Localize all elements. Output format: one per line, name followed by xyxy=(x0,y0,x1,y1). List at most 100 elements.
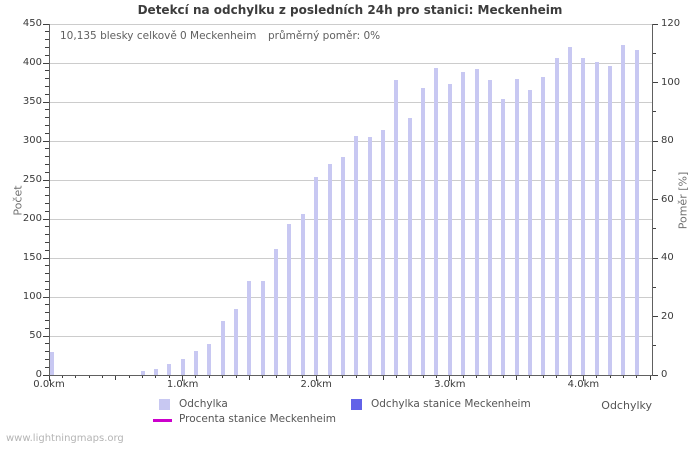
annotation-total-strikes: 10,135 blesky celkově xyxy=(60,30,177,42)
left-axis-tick xyxy=(43,296,49,298)
x-axis-tick xyxy=(449,375,451,381)
left-axis-tick xyxy=(45,132,49,134)
left-axis-tick xyxy=(43,335,49,337)
left-axis-tick xyxy=(45,366,49,368)
gridline xyxy=(49,62,652,64)
left-axis-tick xyxy=(45,187,49,189)
x-axis-tick xyxy=(596,375,598,378)
left-axis-tick-label: 200 xyxy=(22,213,42,224)
left-axis-tick xyxy=(45,202,49,204)
x-axis-line xyxy=(49,375,653,376)
y-axis-line-right xyxy=(652,24,653,376)
gridline xyxy=(49,257,652,259)
x-axis-tick-label: 0.0km xyxy=(33,379,65,390)
x-axis-tick xyxy=(329,375,331,378)
left-axis-tick xyxy=(45,210,49,212)
left-axis-tick-label: 450 xyxy=(22,18,42,29)
bar xyxy=(287,223,292,375)
y-axis-line-left xyxy=(49,24,50,376)
bar xyxy=(274,249,279,375)
x-axis-tick xyxy=(502,375,504,378)
left-axis-tick xyxy=(45,319,49,321)
x-axis-tick xyxy=(48,375,50,381)
left-axis-tick xyxy=(45,273,49,275)
right-axis-tick xyxy=(652,82,658,83)
right-axis-tick-label: 40 xyxy=(661,252,674,263)
right-axis-tick-label: 120 xyxy=(661,18,681,29)
x-axis-tick xyxy=(195,375,197,378)
left-axis-tick xyxy=(45,39,49,41)
chart-title: Detekcí na odchylku z posledních 24h pro… xyxy=(137,3,563,17)
left-axis-tick xyxy=(45,163,49,165)
x-axis-tick xyxy=(369,375,371,378)
left-axis-tick-label: 150 xyxy=(22,252,42,263)
bar xyxy=(514,79,519,375)
left-axis-tick xyxy=(45,195,49,197)
right-axis-tick-label: 60 xyxy=(661,193,674,205)
bar xyxy=(153,368,158,375)
x-axis-tick xyxy=(275,375,277,378)
right-axis-tick xyxy=(652,228,656,230)
left-axis-tick xyxy=(45,304,49,306)
left-axis-tick-label: 100 xyxy=(22,291,42,302)
gridline xyxy=(49,335,652,337)
right-axis-tick xyxy=(652,286,656,288)
right-axis-tick xyxy=(652,140,658,142)
left-axis-tick xyxy=(45,351,49,353)
gridline xyxy=(49,218,652,220)
left-axis-tick xyxy=(45,31,49,33)
gridline xyxy=(49,140,652,142)
right-axis-tick xyxy=(652,52,656,54)
left-axis-tick xyxy=(45,124,49,126)
left-axis-tick xyxy=(45,85,49,87)
x-axis-tick xyxy=(208,375,210,378)
right-axis-tick xyxy=(652,345,656,347)
right-axis-tick-label: 80 xyxy=(661,135,674,146)
left-axis-tick xyxy=(45,156,49,158)
right-axis-tick xyxy=(652,374,658,376)
x-axis-tick xyxy=(155,375,157,378)
x-axis-tick xyxy=(582,375,584,381)
x-axis-tick xyxy=(248,375,250,380)
left-axis-tick xyxy=(45,109,49,111)
x-axis-tick xyxy=(516,375,518,380)
left-axis-tick xyxy=(45,327,49,329)
x-axis-tick xyxy=(355,375,357,378)
gridline xyxy=(49,23,652,25)
x-axis-tick xyxy=(342,375,344,378)
bar xyxy=(421,87,426,375)
bar xyxy=(167,364,172,375)
bar xyxy=(300,214,305,375)
bar xyxy=(220,321,225,375)
x-axis-tick xyxy=(489,375,491,378)
x-axis-tick xyxy=(115,375,117,380)
x-axis-tick xyxy=(101,375,103,378)
legend-swatch-odchylka xyxy=(159,399,170,410)
x-axis-title: Odchylky xyxy=(601,399,652,412)
legend-swatch-procenta xyxy=(153,419,172,422)
right-axis-tick-label: 20 xyxy=(661,310,674,322)
x-axis-tick xyxy=(61,375,63,378)
x-axis-tick xyxy=(302,375,304,378)
left-axis-tick xyxy=(45,234,49,236)
bar xyxy=(234,308,239,375)
x-axis-tick xyxy=(315,375,317,381)
x-axis-tick xyxy=(422,375,424,378)
x-axis-tick xyxy=(476,375,478,378)
left-axis-tick xyxy=(43,374,49,376)
left-axis-tick xyxy=(45,171,49,173)
left-axis-tick xyxy=(43,140,49,142)
left-axis-tick xyxy=(43,257,49,259)
x-axis-tick xyxy=(75,375,77,378)
x-axis-tick xyxy=(542,375,544,378)
x-axis-tick xyxy=(622,375,624,378)
bar xyxy=(140,371,145,375)
x-axis-tick xyxy=(569,375,571,378)
left-axis-tick xyxy=(45,265,49,267)
x-axis-tick xyxy=(382,375,384,380)
bar xyxy=(381,130,385,375)
left-axis-tick-label: 400 xyxy=(22,57,42,68)
right-axis-tick xyxy=(652,23,658,25)
bar xyxy=(340,156,345,375)
